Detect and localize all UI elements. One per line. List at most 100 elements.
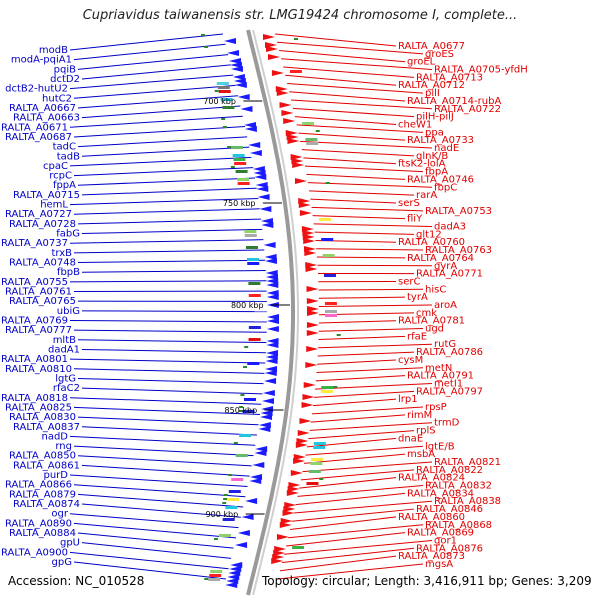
gene-label-left: tadC	[53, 142, 76, 153]
gene-arrow-forward	[295, 442, 308, 448]
gene-label-right: RALTA_A0713	[416, 72, 483, 83]
gene-label-right: RALTA_A0760	[398, 237, 465, 248]
connector-line-right	[286, 532, 406, 547]
connector-line-right	[287, 83, 424, 94]
gene-label-right: gyrA	[434, 261, 457, 272]
gene-arrow-reverse	[252, 462, 265, 468]
gene-label-left: RALTA_A0810	[5, 364, 72, 375]
gene-label-right: cysM	[398, 355, 423, 366]
connector-line-right	[316, 367, 424, 374]
connector-line-left	[69, 239, 264, 244]
feature-block	[244, 234, 257, 237]
feature-tick	[240, 394, 245, 396]
gene-arrow-reverse	[262, 390, 275, 396]
connector-line-left	[77, 259, 266, 264]
gene-arrow-reverse	[266, 282, 279, 288]
gene-label-right: RALTA_A0786	[416, 347, 483, 358]
chromosome-backbone	[246, 29, 299, 596]
connector-line-right	[281, 58, 433, 71]
feature-tick	[222, 502, 227, 504]
gene-arrow-reverse	[230, 66, 243, 72]
connector-line-left	[69, 33, 224, 51]
gene-label-left: rfaC2	[53, 383, 80, 394]
gene-label-right: rarA	[416, 190, 437, 201]
feature-block	[324, 314, 337, 317]
connector-line-right	[304, 453, 406, 464]
connector-line-right	[293, 500, 433, 514]
gene-arrow-forward	[305, 362, 318, 368]
feature-block	[322, 254, 335, 257]
gene-label-right: RALTA_A0868	[425, 520, 492, 531]
connector-line-left	[69, 551, 229, 570]
connector-line-right	[317, 359, 397, 365]
gene-label-right: ftsK2-lolA	[398, 159, 446, 170]
feature-block	[208, 578, 221, 581]
feature-block	[231, 478, 244, 481]
gene-label-right: ugd	[425, 324, 444, 335]
feature-block	[245, 246, 258, 249]
feature-block	[247, 262, 260, 265]
connector-line-right	[316, 256, 406, 259]
feature-tick	[294, 38, 299, 40]
feature-tick	[230, 166, 235, 168]
gene-arrow-forward	[285, 130, 298, 136]
feature-tick	[244, 346, 249, 348]
connector-line-right	[311, 206, 424, 212]
connector-line-left	[81, 426, 257, 436]
gene-arrow-reverse	[265, 270, 278, 276]
gene-arrow-forward	[298, 202, 311, 208]
connector-line-right	[279, 50, 406, 63]
gene-label-right: RALTA_A0705-yfdH	[434, 65, 528, 76]
gene-arrow-reverse	[264, 254, 277, 260]
gene-arrow-forward	[303, 246, 316, 252]
gene-label-right: mgsA	[425, 559, 453, 570]
gene-label-right: RALTA_A0753	[425, 206, 492, 217]
feature-tick	[214, 538, 219, 540]
gene-arrow-forward	[290, 470, 303, 476]
feature-block	[235, 454, 248, 457]
gene-arrow-forward	[283, 506, 296, 512]
gene-arrow-forward	[299, 210, 312, 216]
feature-block	[324, 302, 337, 305]
gene-label-left: RALTA_A0748	[9, 258, 76, 269]
gene-label-right: groEL	[407, 57, 436, 68]
connector-line-right	[294, 116, 397, 125]
feature-block	[305, 138, 318, 141]
feature-block	[225, 506, 238, 509]
connector-line-left	[69, 397, 262, 405]
feature-block	[217, 86, 230, 89]
gene-arrow-reverse	[248, 142, 261, 148]
gene-arrow-forward	[286, 134, 299, 140]
gene-label-right: RALTA_A0781	[398, 316, 465, 327]
gene-label-left: fbpB	[57, 267, 80, 278]
gene-label-left: modA-pqiA1	[11, 55, 72, 66]
connector-line-left	[81, 64, 231, 80]
connector-line-right	[291, 99, 433, 110]
connector-line-left	[77, 339, 267, 343]
gene-label-left: fabG	[56, 229, 80, 240]
gene-arrow-reverse	[266, 338, 279, 344]
connector-line-right	[306, 437, 397, 448]
gene-arrow-reverse	[227, 574, 240, 580]
gene-label-right: pilI	[425, 88, 440, 99]
gene-label-left: RALTA_A0879	[9, 489, 76, 500]
connector-line-left	[69, 115, 243, 128]
connector-line-right	[314, 382, 433, 390]
feature-tick	[227, 146, 232, 148]
connector-line-left	[73, 406, 260, 415]
connector-line-right	[314, 390, 415, 398]
gene-label-left: RALTA_A0761	[5, 287, 72, 298]
gene-arrow-reverse	[266, 350, 279, 356]
map-title: Cupriavidus taiwanensis str. LMG19424 ch…	[82, 8, 518, 23]
connector-line-right	[310, 414, 406, 423]
gene-label-left: RALTA_A0818	[1, 393, 68, 404]
gene-label-right: qor1	[434, 535, 457, 546]
gene-arrow-forward	[284, 502, 297, 508]
connector-line-right	[313, 223, 433, 228]
feature-block	[248, 294, 261, 297]
connector-line-right	[303, 157, 397, 165]
scale-labels: 700 kbp 750 kbp 800 kbp 850 kbp 900 kbp	[203, 97, 290, 519]
scale-label: 750 kbp	[223, 199, 256, 208]
gene-arrow-forward	[282, 510, 295, 516]
connector-line-left	[73, 249, 265, 254]
